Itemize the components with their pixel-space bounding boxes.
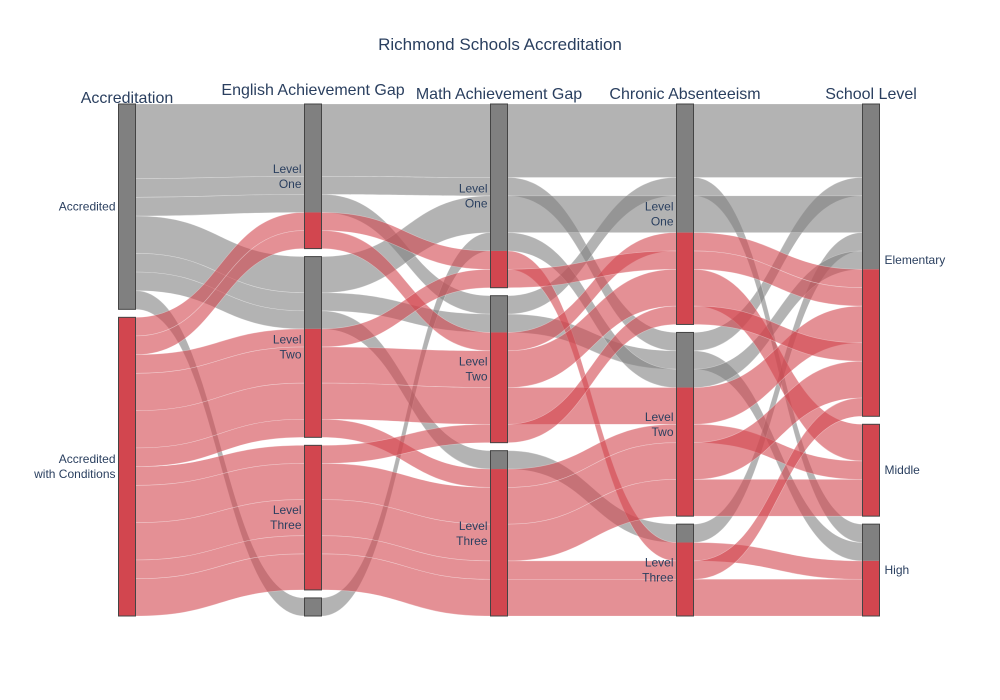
category-label-dim0-cat0: Accredited — [59, 200, 116, 214]
category-label-dim4-cat2: High — [885, 563, 910, 577]
category-bar-dim2-cat1[interactable] — [490, 295, 508, 444]
ribbon-flow-16-dim-2[interactable] — [507, 578, 677, 617]
category-bar-dim1-cat3[interactable] — [304, 597, 322, 617]
category-label-dim2-cat2: Level Three — [456, 519, 488, 548]
dimension-label-2: Math Achievement Gap — [416, 86, 582, 103]
ribbon-flow-16-dim-3[interactable] — [693, 578, 863, 617]
category-bar-dim2-cat2[interactable] — [490, 450, 508, 617]
bar-segment-dim2-cat0-accredited[interactable] — [490, 104, 508, 251]
bar-segment-dim3-cat1-accredited[interactable] — [676, 332, 694, 388]
category-bar-dim3-cat1[interactable] — [676, 331, 694, 517]
bar-segment-dim1-cat0-accredited[interactable] — [304, 104, 322, 213]
category-bar-dim1-cat1[interactable] — [304, 256, 322, 438]
bar-segment-dim2-cat1-accredited[interactable] — [490, 295, 508, 333]
category-label-dim2-cat0: Level One — [459, 181, 488, 210]
category-bar-dim4-cat0[interactable] — [862, 103, 880, 417]
category-label-dim4-cat1: Middle — [885, 463, 921, 477]
category-label-dim2-cat1: Level Two — [459, 355, 488, 384]
category-label-dim4-cat0: Elementary — [885, 253, 946, 267]
category-bar-dim4-cat1[interactable] — [862, 423, 880, 517]
category-label-dim1-cat1: Level Two — [273, 332, 302, 361]
bar-segment-dim1-cat0-conditions[interactable] — [304, 212, 322, 249]
dimension-label-1: English Achievement Gap — [221, 82, 404, 99]
ribbon-flow-0-dim-1[interactable] — [321, 103, 491, 178]
category-label-dim0-cat1: Accredited with Conditions — [33, 452, 115, 481]
chart-title: Richmond Schools Accreditation — [378, 35, 622, 54]
category-bars-layer — [118, 103, 880, 617]
ribbon-flow-11-dim-1[interactable] — [321, 382, 491, 425]
bar-segment-dim4-cat2-accredited[interactable] — [862, 524, 880, 561]
bar-segment-dim3-cat1-conditions[interactable] — [676, 387, 694, 517]
category-bar-dim4-cat2[interactable] — [862, 523, 880, 617]
ribbon-flow-0-dim-3[interactable] — [693, 103, 863, 178]
dimension-label-3: Chronic Absenteeism — [609, 86, 760, 103]
category-bar-dim3-cat2[interactable] — [676, 523, 694, 617]
category-label-dim1-cat2: Level Three — [270, 503, 302, 532]
category-label-dim3-cat0: Level One — [645, 200, 674, 229]
bar-segment-dim3-cat2-accredited[interactable] — [676, 524, 694, 543]
bar-segment-dim2-cat2-accredited[interactable] — [490, 450, 508, 470]
bar-segment-dim4-cat0-conditions[interactable] — [862, 269, 880, 417]
bar-segment-dim0-cat1-conditions[interactable] — [118, 317, 136, 616]
bar-segment-dim4-cat1-conditions[interactable] — [862, 424, 880, 517]
category-label-dim3-cat1: Level Two — [645, 410, 674, 439]
bar-segment-dim3-cat0-accredited[interactable] — [676, 104, 694, 233]
bar-segment-dim1-cat2-conditions[interactable] — [304, 445, 322, 590]
bar-segment-dim1-cat1-conditions[interactable] — [304, 328, 322, 438]
bar-segment-dim4-cat0-accredited[interactable] — [862, 104, 880, 270]
category-label-dim1-cat0: Level One — [273, 162, 302, 191]
category-bar-dim2-cat0[interactable] — [490, 103, 508, 289]
dimension-label-4: School Level — [825, 86, 917, 103]
bar-segment-dim1-cat1-accredited[interactable] — [304, 256, 322, 329]
ribbon-flow-2-dim-0[interactable] — [135, 194, 305, 217]
category-bar-dim1-cat0[interactable] — [304, 103, 322, 250]
category-bar-dim3-cat0[interactable] — [676, 103, 694, 325]
bar-segment-dim3-cat0-conditions[interactable] — [676, 232, 694, 325]
category-bar-dim1-cat2[interactable] — [304, 444, 322, 591]
bar-segment-dim2-cat1-conditions[interactable] — [490, 332, 508, 443]
ribbon-flow-0-dim-2[interactable] — [507, 103, 677, 178]
dimension-label-0: Accreditation — [81, 90, 174, 107]
bar-segment-dim1-cat3-accredited[interactable] — [304, 597, 322, 616]
category-bar-dim0-cat1[interactable] — [118, 316, 136, 617]
bar-segment-dim4-cat2-conditions[interactable] — [862, 560, 880, 616]
ribbons-layer — [135, 103, 863, 617]
labels-layer: Accredited Accredited with Conditions Accre… — [33, 82, 945, 585]
bar-segment-dim2-cat2-conditions[interactable] — [490, 469, 508, 616]
bar-segment-dim0-cat0-accredited[interactable] — [118, 104, 136, 310]
category-bar-dim0-cat0[interactable] — [118, 103, 136, 310]
ribbon-flow-3-dim-3[interactable] — [693, 195, 863, 233]
bar-segment-dim2-cat0-conditions[interactable] — [490, 250, 508, 288]
category-label-dim3-cat2: Level Three — [642, 556, 674, 585]
bar-segment-dim3-cat2-conditions[interactable] — [676, 542, 694, 616]
